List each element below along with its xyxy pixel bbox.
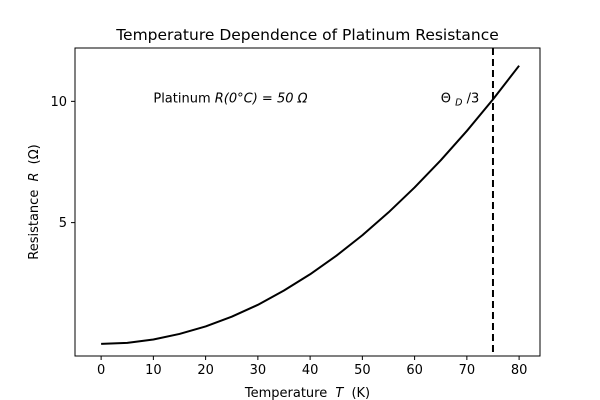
series-layer	[101, 65, 520, 345]
y-axis-label: Resistance R (Ω)	[27, 144, 42, 259]
y-tick-label: 5	[59, 216, 67, 231]
y-axis-label-text: Resistance	[27, 190, 42, 260]
annotation-platinum-prefix: Platinum	[153, 91, 214, 106]
annotation-debye-main: Θ	[441, 91, 451, 106]
plot-frame	[74, 47, 541, 357]
series-line-0	[101, 65, 520, 345]
annotation-debye-suffix: /3	[467, 91, 480, 106]
x-axis-label-symbol: T	[335, 386, 344, 400]
y-tick-label: 10	[50, 95, 67, 110]
x-tick-label: 80	[511, 363, 528, 378]
x-axis-ticks: 0 10 20 30 40 50 60 70 80	[97, 356, 527, 378]
annotation-debye: Θ D /3	[441, 91, 480, 108]
x-tick-label: 0	[97, 363, 105, 378]
x-axis-label-unit: (K)	[351, 386, 370, 400]
x-tick-label: 70	[459, 363, 476, 378]
y-axis-label-unit: (Ω)	[27, 144, 42, 164]
x-axis-label: Temperature T (K)	[244, 386, 370, 400]
x-tick-label: 30	[250, 363, 267, 378]
x-tick-label: 50	[354, 363, 371, 378]
x-tick-label: 60	[406, 363, 423, 378]
annotation-platinum-math: R(0°C) = 50 Ω	[215, 91, 308, 106]
chart-title: Temperature Dependence of Platinum Resis…	[115, 26, 499, 44]
y-axis-ticks: 5 10	[50, 95, 75, 231]
y-axis-label-symbol: R	[27, 172, 42, 181]
x-axis-label-text: Temperature	[244, 386, 327, 400]
annotation-platinum: Platinum R(0°C) = 50 Ω	[153, 91, 307, 106]
annotation-debye-sub: D	[455, 97, 462, 108]
x-tick-label: 40	[302, 363, 319, 378]
x-tick-label: 20	[197, 363, 214, 378]
x-tick-label: 10	[145, 363, 162, 378]
